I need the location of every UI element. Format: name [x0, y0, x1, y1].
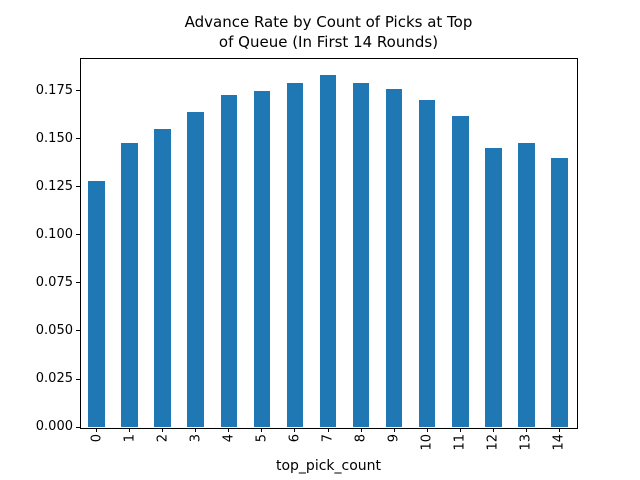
x-tick-label: 9 [386, 434, 402, 443]
y-tick-label: 0.175 [35, 82, 73, 98]
y-tick-label: 0.075 [35, 274, 73, 290]
y-tick-label: 0.100 [35, 226, 73, 242]
x-tick-label: 7 [320, 434, 336, 443]
x-tick-label: 4 [221, 434, 237, 443]
x-tick-label: 11 [452, 434, 468, 451]
x-tick-label: 1 [122, 434, 138, 443]
y-tick-label: 0.150 [35, 130, 73, 146]
x-tick-label: 14 [551, 434, 567, 451]
x-tick-label: 2 [155, 434, 171, 443]
y-tick-label: 0.050 [35, 322, 73, 338]
x-tick-label: 10 [419, 434, 435, 451]
plot-area [80, 58, 578, 429]
x-tick-label: 6 [287, 434, 303, 443]
x-tick-label: 5 [254, 434, 270, 443]
y-tick-label: 0.125 [35, 178, 73, 194]
x-tick-label: 8 [353, 434, 369, 443]
x-tick-label: 12 [485, 434, 501, 451]
chart-title: Advance Rate by Count of Picks at Top of… [184, 13, 473, 51]
y-tick-label: 0.000 [35, 419, 73, 434]
x-tick-label: 3 [188, 434, 204, 443]
x-tick-label: 13 [518, 434, 534, 451]
x-axis-label: top_pick_count [275, 458, 382, 474]
x-tick-label: 0 [89, 434, 105, 443]
y-tick-label: 0.025 [35, 371, 73, 386]
